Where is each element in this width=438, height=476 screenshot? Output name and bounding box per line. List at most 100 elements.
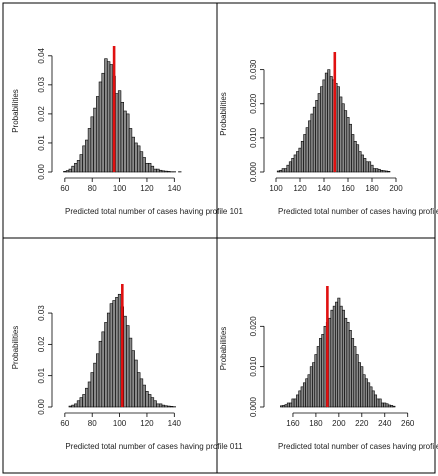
histogram-bar [321, 334, 325, 408]
histogram-bar [384, 170, 388, 173]
histogram-bar [309, 366, 313, 408]
histogram-bar [101, 331, 105, 408]
histogram-bar [115, 93, 119, 173]
y-axis-title: Probabilities [219, 92, 228, 136]
histogram-bar [90, 116, 94, 173]
x-tick-label: 120 [140, 184, 154, 193]
histogram-bar [90, 372, 94, 408]
histogram-bar [293, 398, 297, 408]
histogram-bar [120, 101, 124, 173]
x-tick-label: 80 [88, 419, 97, 428]
histogram-bar [291, 158, 295, 173]
histogram-panel-2: 100 120 140 160 180 200 0.000 0.010 0.020 0.030 Pr… [219, 52, 438, 216]
histogram-bar [161, 170, 166, 173]
histogram-bar [329, 76, 333, 173]
histogram-bar [109, 303, 114, 408]
histogram-bar [378, 398, 382, 408]
histogram-bar [328, 317, 332, 408]
histogram-bar [142, 157, 146, 173]
histogram-bar [104, 322, 108, 408]
histogram-bar [79, 397, 83, 408]
histogram-bar [360, 154, 364, 173]
histogram-bar [296, 394, 299, 408]
histogram-bar [117, 90, 122, 173]
histogram-bar [158, 169, 163, 173]
histogram-panel-3: 60 80 100 120 140 0.00 0.01 0.02 0.03 Probabiliti… [11, 284, 243, 451]
histogram-bar [142, 384, 146, 408]
histogram-bar [76, 160, 81, 173]
histogram-bar [284, 404, 288, 408]
histogram-bar [161, 404, 166, 408]
y-tick-label: 0.03 [37, 77, 46, 93]
histogram-bar [337, 297, 341, 408]
histogram-bar [158, 403, 163, 408]
histogram-bar [85, 139, 89, 173]
x-axis-title: Predicted total number of cases having p… [65, 442, 243, 451]
histogram-bar [153, 168, 157, 173]
histogram-bar [82, 145, 86, 173]
histogram-bar [276, 170, 280, 173]
x-tick-label: 160 [341, 184, 355, 193]
histogram-bar [291, 398, 295, 408]
x-tick-label: 140 [168, 419, 182, 428]
histogram-bar [145, 162, 149, 173]
histogram-bar [364, 378, 368, 408]
histogram-bar [164, 170, 168, 173]
histogram-bar [341, 309, 345, 408]
histogram-bar [353, 346, 357, 408]
histogram-bar [145, 391, 149, 408]
histogram-bar [74, 162, 78, 173]
histogram-bar [96, 96, 100, 173]
histogram-bar [383, 402, 387, 408]
histogram-bar [327, 69, 331, 173]
x-tick-label: 140 [317, 184, 331, 193]
histogram-bar [312, 106, 316, 173]
histogram-bar [305, 127, 309, 173]
histogram-bar [369, 386, 373, 408]
y-tick-label: 0.01 [37, 135, 46, 151]
histogram-bar [65, 170, 70, 173]
histogram-bar [288, 161, 292, 173]
histogram-bar [134, 359, 138, 408]
histogram-bar [375, 168, 379, 173]
histogram-bar [126, 113, 130, 173]
histogram-bar [71, 165, 75, 173]
x-tick-label: 120 [140, 419, 154, 428]
histogram-bar [126, 325, 130, 408]
histogram-bar [324, 72, 328, 173]
histogram-bar [341, 103, 345, 173]
histogram-bar [298, 147, 302, 173]
histogram-bar [137, 145, 141, 173]
histogram-bar [322, 79, 326, 173]
x-tick-label: 100 [269, 184, 283, 193]
histogram-bar [371, 390, 375, 408]
histogram-bar [279, 169, 283, 173]
histogram-bar [98, 81, 103, 173]
histogram-bar [71, 404, 75, 408]
histogram-bar [317, 93, 321, 173]
histogram-bar [150, 397, 155, 408]
histogram-bar [314, 354, 318, 408]
y-tick-label: 0.000 [249, 161, 258, 182]
histogram-panel-1: 60 80 100 120 140 0.00 0.01 0.02 0.03 0.04 Probabi… [11, 46, 243, 216]
histogram-bar [79, 154, 83, 173]
histogram-bar [353, 140, 357, 173]
x-tick-label: 120 [293, 184, 307, 193]
histogram-bar [312, 362, 316, 408]
histogram-bar [93, 362, 97, 408]
histogram-bar [167, 405, 171, 408]
histogram-bar [109, 64, 114, 173]
histogram-bar [346, 321, 350, 408]
histogram-bar [63, 171, 67, 173]
histogram-bar [358, 151, 362, 173]
histogram-bar [300, 140, 304, 173]
x-tick-label: 220 [355, 419, 369, 428]
histogram-bar [387, 171, 391, 173]
histogram-bar [281, 168, 285, 173]
histogram-bar [296, 151, 300, 173]
histogram-bar [323, 326, 327, 408]
histogram-bar [367, 382, 371, 408]
histogram-bar [128, 128, 133, 173]
histogram-bar [98, 340, 103, 408]
histogram-bar [358, 362, 361, 408]
